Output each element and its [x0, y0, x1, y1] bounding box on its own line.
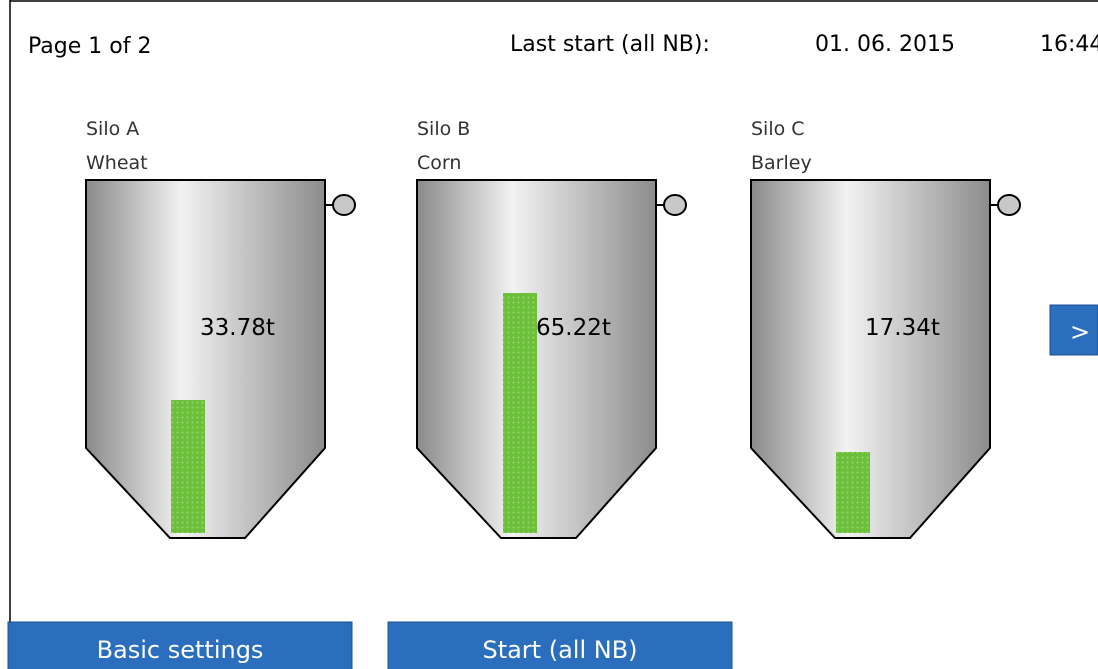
fill-level — [171, 400, 205, 533]
last-start-date: 01. 06. 2015 — [815, 32, 955, 57]
silo: Silo A Wheat 33.78t — [86, 118, 355, 538]
button-label[interactable]: Start (all NB) — [482, 636, 637, 664]
silo: Silo C Barley 17.34t — [751, 118, 1020, 538]
page-indicator: Page 1 of 2 — [28, 34, 151, 59]
start-all-button[interactable]: Start (all NB) — [388, 622, 732, 669]
fill-level — [503, 293, 537, 533]
last-start-label: Last start (all NB): — [510, 32, 710, 57]
silo-weight: 17.34t — [865, 315, 940, 341]
sensor — [333, 195, 355, 215]
silo-weight: 33.78t — [200, 315, 275, 341]
silo-weight: 65.22t — [536, 315, 611, 341]
sensor — [998, 195, 1020, 215]
basic-settings-button[interactable]: Basic settings — [8, 622, 352, 669]
button-label[interactable]: Basic settings — [97, 636, 264, 664]
silo-name: Silo C — [751, 118, 805, 140]
silo: Silo B Corn 65.22t — [417, 118, 686, 538]
silo-name: Silo A — [86, 118, 139, 140]
fill-level — [836, 452, 870, 533]
silo-product: Wheat — [86, 152, 148, 174]
button-label[interactable]: > — [1070, 318, 1090, 346]
page: Page 1 of 2 Last start (all NB): 01. 06.… — [0, 0, 1098, 669]
next-page-button[interactable]: > — [1050, 305, 1098, 355]
silo-product: Barley — [751, 152, 812, 174]
silo-body — [751, 180, 990, 538]
silo-body — [86, 180, 325, 538]
silo-product: Corn — [417, 152, 461, 174]
sensor — [664, 195, 686, 215]
silo-name: Silo B — [417, 118, 470, 140]
screen: Page 1 of 2 Last start (all NB): 01. 06.… — [0, 0, 1098, 669]
last-start-time: 16:44 — [1040, 32, 1098, 57]
